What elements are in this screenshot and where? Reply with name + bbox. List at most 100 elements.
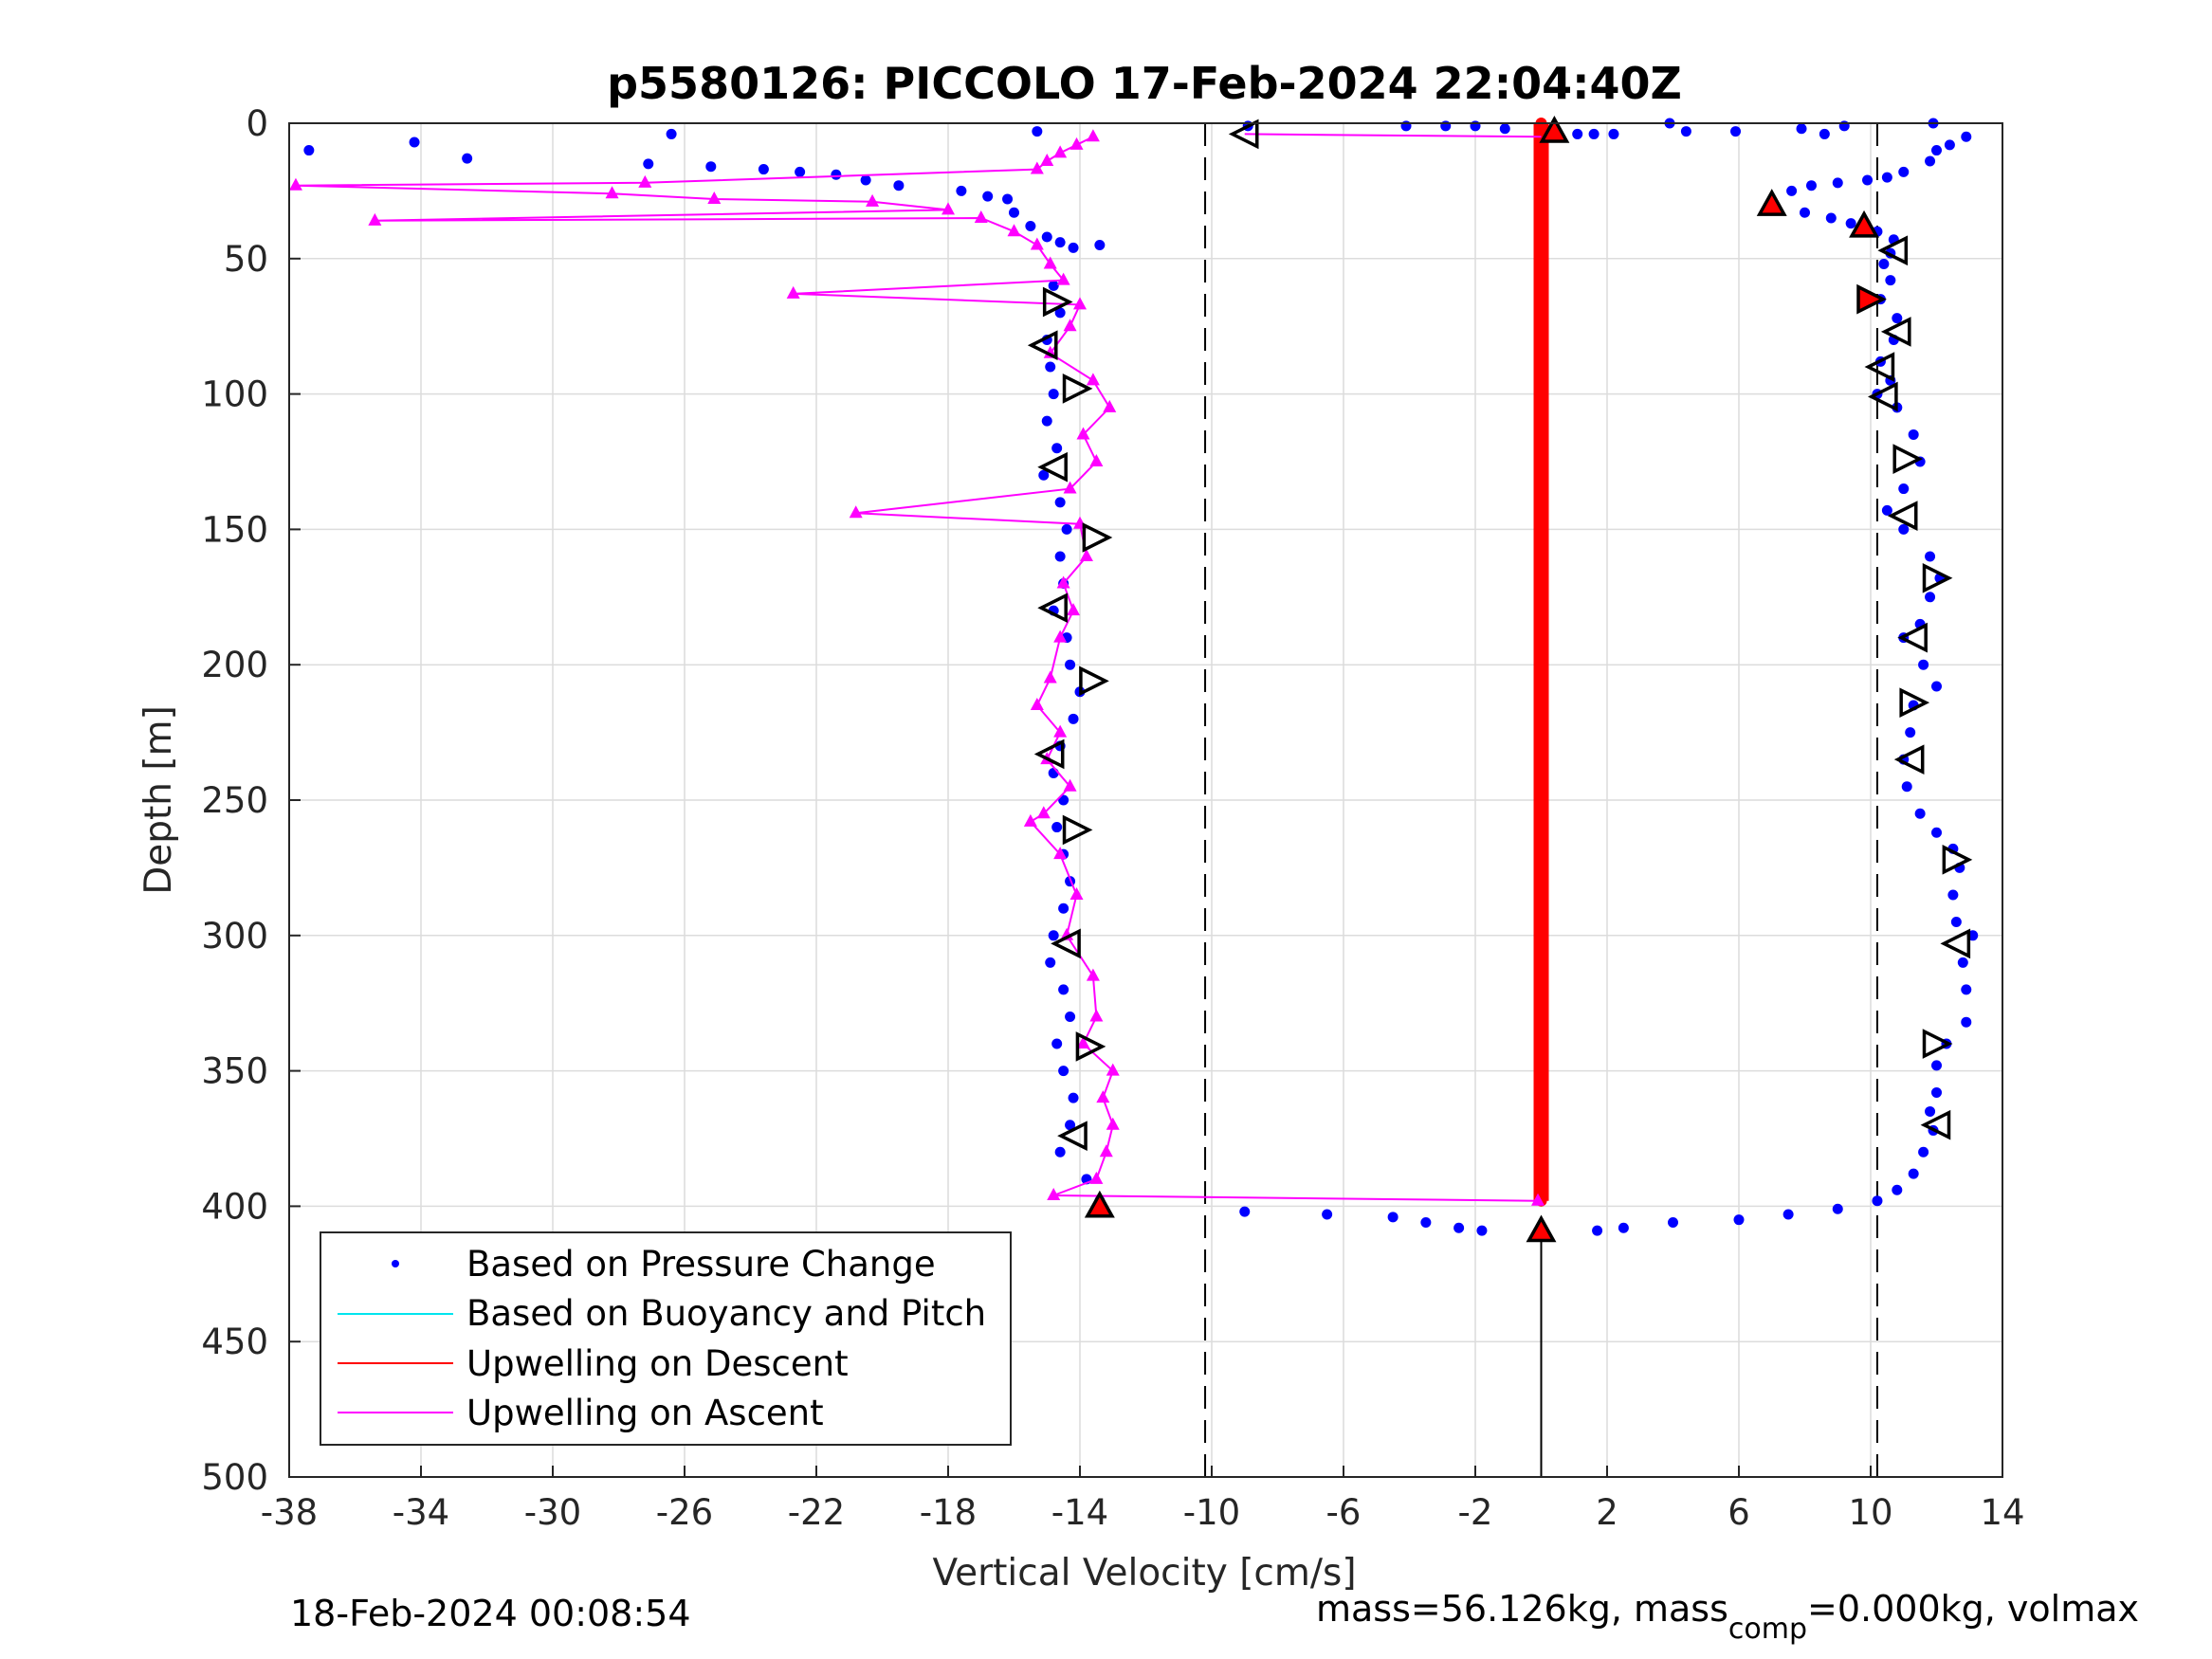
pressure-point	[831, 169, 842, 180]
ascent-point	[1099, 1144, 1113, 1158]
pressure-point	[1730, 126, 1742, 137]
left-triangle-marker	[1027, 330, 1058, 361]
ascent-point	[1106, 1063, 1120, 1076]
legend-label-ascent: Upwelling on Ascent	[466, 1393, 824, 1433]
up-triangle-marker	[1756, 189, 1787, 216]
ascent-point	[941, 202, 955, 215]
control-markers	[1027, 115, 1973, 1243]
pressure-point	[643, 158, 654, 170]
axis-ticks: -38 -34 -30 -26 -22 -18 -14 -10 -6 -2 2 6 10 14050100…	[201, 103, 2024, 1533]
pressure-point	[1819, 128, 1830, 139]
pressure-point	[1592, 1225, 1603, 1236]
legend-marker-pressure	[392, 1260, 399, 1267]
pressure-point	[1322, 1209, 1333, 1220]
ascent-point	[1007, 224, 1021, 237]
ascent-point	[1089, 1171, 1104, 1184]
x-tick-label: -34	[393, 1492, 449, 1533]
pressure-point	[1051, 1038, 1063, 1049]
legend-label-buoyancy: Based on Buoyancy and Pitch	[466, 1293, 986, 1334]
pressure-point	[1931, 1086, 1942, 1098]
pressure-point	[1068, 242, 1079, 253]
ascent-point	[1089, 454, 1104, 466]
pressure-point	[1572, 128, 1583, 139]
left-triangle-marker	[1880, 317, 1911, 347]
ascent-point	[1063, 319, 1077, 332]
ascent-point	[1089, 1009, 1104, 1022]
ascent-point	[638, 174, 652, 188]
pressure-point	[1420, 1217, 1432, 1229]
ascent-point	[1079, 548, 1093, 561]
ascent-point	[1096, 1090, 1110, 1103]
pressure-point	[1054, 497, 1066, 508]
pressure-point	[982, 191, 994, 202]
pressure-point	[1054, 551, 1066, 562]
y-tick-label: 300	[201, 916, 268, 957]
pressure-point	[1065, 1120, 1076, 1131]
pressure-point	[1068, 1092, 1079, 1103]
y-tick-label: 200	[201, 645, 268, 685]
ascent-point	[1103, 399, 1117, 412]
right-triangle-marker	[1942, 845, 1973, 875]
pressure-point	[1058, 984, 1069, 995]
pressure-point	[1918, 659, 1929, 670]
pressure-point	[1058, 1066, 1069, 1077]
ascent-point	[1053, 629, 1068, 643]
left-triangle-marker	[1037, 451, 1068, 483]
pressure-point	[1786, 185, 1798, 196]
left-triangle-marker	[1893, 744, 1925, 775]
pressure-point	[1054, 237, 1066, 248]
ascent-point	[1047, 1187, 1061, 1200]
ascent-point	[1073, 297, 1087, 310]
pressure-point	[303, 145, 315, 156]
ascent-point	[1076, 427, 1090, 440]
pressure-point	[1733, 1214, 1745, 1226]
ascent-point	[1086, 373, 1100, 386]
pressure-point	[1957, 957, 1968, 968]
footer-mass-info: mass=56.126kg, masscomp=0.000kg, volmax	[1316, 1588, 2139, 1646]
y-tick-label: 350	[201, 1051, 268, 1092]
ascent-point	[1053, 724, 1068, 738]
right-triangle-marker	[1062, 374, 1093, 404]
ascent-point	[1106, 1117, 1120, 1130]
x-tick-label: 2	[1596, 1492, 1618, 1533]
y-axis-label: Depth [m]	[137, 705, 180, 895]
pressure-point	[1944, 139, 1955, 151]
pressure-point	[1453, 1222, 1465, 1233]
pressure-point	[1045, 957, 1056, 968]
legend-label-pressure: Based on Pressure Change	[466, 1244, 936, 1285]
left-triangle-marker	[1887, 501, 1918, 531]
pressure-point	[1950, 917, 1962, 928]
pressure-point	[1931, 681, 1942, 692]
right-triangle-marker	[1892, 444, 1924, 474]
ascent-point	[1030, 698, 1044, 711]
pressure-point	[1825, 212, 1837, 224]
ascent-point	[1056, 575, 1070, 589]
ascent-point	[1069, 137, 1084, 150]
ascent-point	[1030, 237, 1044, 250]
left-triangle-marker	[1033, 738, 1065, 770]
ascent-point	[1063, 481, 1077, 494]
pressure-point	[1925, 155, 1936, 167]
ascent-point	[1043, 256, 1057, 269]
pressure-point	[1908, 1168, 1919, 1179]
pressure-point	[1905, 727, 1916, 738]
left-triangle-marker	[1037, 592, 1068, 624]
ascent-point	[707, 191, 722, 204]
pressure-point	[1048, 930, 1059, 941]
pressure-point	[1032, 126, 1043, 137]
x-tick-label: -22	[788, 1492, 845, 1533]
ascent-connector	[1244, 133, 1542, 138]
pressure-point	[1845, 218, 1856, 229]
left-triangle-marker	[1057, 1121, 1088, 1151]
right-triangle-marker	[1062, 814, 1093, 846]
y-tick-label: 400	[201, 1186, 268, 1227]
pressure-point	[893, 180, 905, 191]
left-triangle-marker	[1877, 235, 1909, 266]
ascent-point	[1053, 145, 1068, 158]
pressure-point	[1025, 221, 1036, 232]
right-triangle-marker	[1042, 286, 1073, 318]
legend-box	[320, 1231, 1012, 1446]
y-tick-label: 500	[201, 1457, 268, 1498]
up-triangle-marker	[1526, 1214, 1557, 1243]
